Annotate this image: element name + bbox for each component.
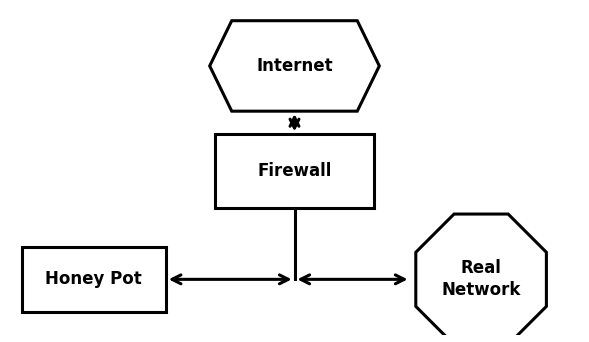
Polygon shape bbox=[210, 21, 379, 111]
Polygon shape bbox=[416, 214, 547, 342]
Text: Real
Network: Real Network bbox=[441, 259, 521, 300]
FancyBboxPatch shape bbox=[22, 247, 166, 312]
Text: Honey Pot: Honey Pot bbox=[45, 270, 142, 288]
Text: Firewall: Firewall bbox=[257, 162, 332, 180]
Text: Internet: Internet bbox=[256, 57, 333, 75]
FancyBboxPatch shape bbox=[216, 134, 373, 208]
